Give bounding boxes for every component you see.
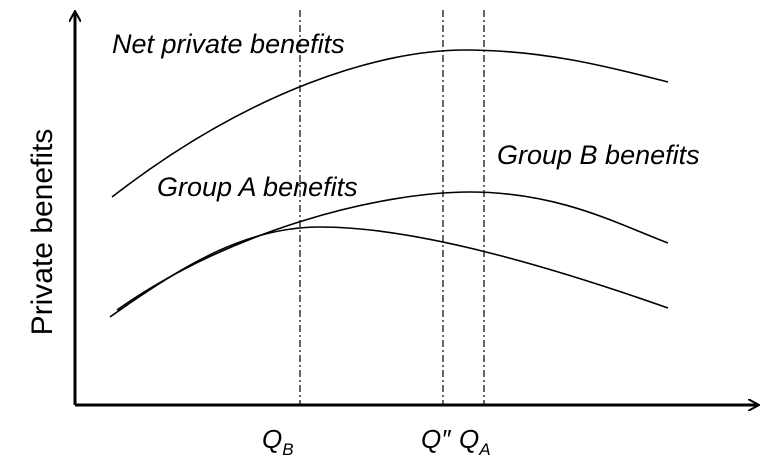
quantity-label: QA bbox=[459, 424, 491, 459]
quantity-label: Q″ bbox=[421, 424, 451, 454]
net-curve bbox=[111, 49, 669, 198]
group-b-curve bbox=[116, 191, 669, 311]
y-axis-label: Private benefits bbox=[26, 129, 59, 336]
quantity-label: QB bbox=[262, 424, 294, 459]
curve-label: Group B benefits bbox=[497, 140, 700, 170]
curve-label: Group A benefits bbox=[157, 172, 358, 202]
group-a-curve bbox=[109, 226, 669, 318]
curve-label: Net private benefits bbox=[112, 29, 345, 59]
